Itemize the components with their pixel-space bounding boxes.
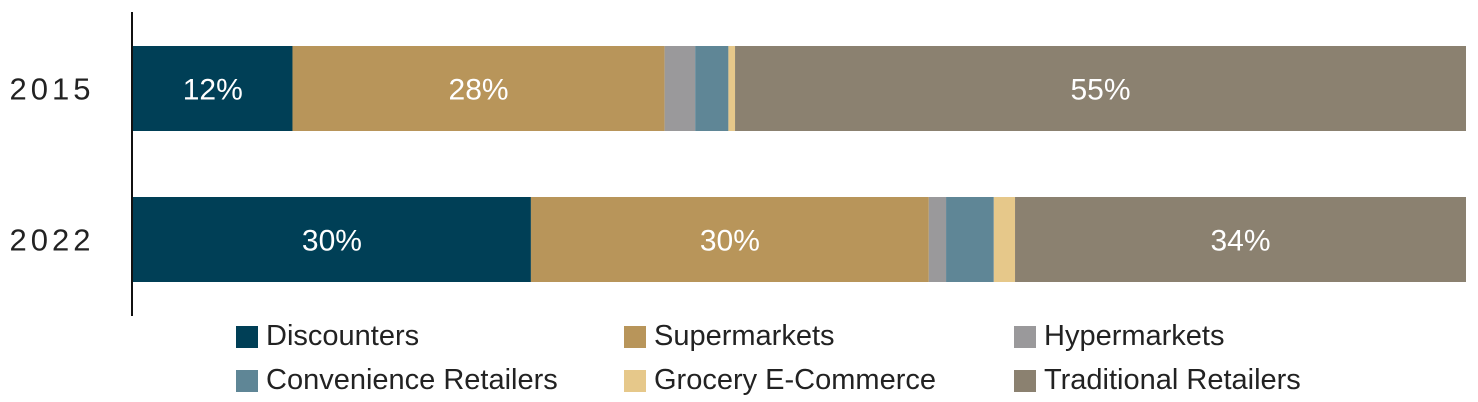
legend-item-traditional-retailers: Traditional Retailers: [1014, 364, 1301, 397]
bar-segment-supermarkets-2022: [530, 197, 929, 282]
legend-swatch: [1014, 325, 1036, 348]
data-label: 30%: [302, 225, 362, 258]
legend-swatch: [236, 325, 258, 348]
bar-segment-supermarkets-2015: [292, 46, 665, 131]
data-label: 12%: [183, 74, 243, 107]
bar-segment-discounters-2022: [133, 197, 531, 282]
legend-label: Hypermarkets: [1044, 320, 1225, 352]
bar-segment-hypermarkets-2022: [928, 197, 947, 282]
legend-label: Convenience Retailers: [266, 364, 558, 396]
category-label-2015: 2015: [10, 72, 95, 107]
legend-swatch: [624, 369, 646, 392]
legend-item-discounters: Discounters: [236, 320, 419, 353]
bar-segment-convenience-retailers-2022: [946, 197, 994, 282]
legend-label: Supermarkets: [654, 320, 835, 352]
legend-label: Grocery E-Commerce: [654, 364, 936, 396]
bar-segment-grocery-e-commerce-2022: [993, 197, 1016, 282]
data-label: 28%: [449, 74, 509, 107]
legend-item-hypermarkets: Hypermarkets: [1014, 320, 1225, 353]
data-label: 55%: [1070, 74, 1130, 107]
bar-segment-traditional-retailers-2015: [735, 46, 1466, 131]
bar-segment-grocery-e-commerce-2015: [728, 46, 736, 131]
legend-swatch: [236, 369, 258, 392]
bar-segment-discounters-2015: [133, 46, 293, 131]
legend-label: Traditional Retailers: [1044, 364, 1301, 396]
data-label: 30%: [700, 225, 760, 258]
legend-item-convenience-retailers: Convenience Retailers: [236, 364, 558, 397]
legend-label: Discounters: [266, 320, 420, 352]
legend-swatch: [1014, 369, 1036, 392]
bar-segment-convenience-retailers-2015: [695, 46, 729, 131]
data-label: 34%: [1210, 225, 1270, 258]
legend-item-grocery-e-commerce: Grocery E-Commerce: [624, 364, 936, 397]
legend-swatch: [624, 325, 646, 348]
bar-segment-hypermarkets-2015: [664, 46, 696, 131]
bar-segment-traditional-retailers-2022: [1015, 197, 1466, 282]
legend-item-supermarkets: Supermarkets: [624, 320, 835, 353]
stacked-bar-chart: 12% 28% 55% 2015 30% 30% 34% 2022: [10, 12, 1466, 316]
category-label-2022: 2022: [10, 223, 95, 258]
